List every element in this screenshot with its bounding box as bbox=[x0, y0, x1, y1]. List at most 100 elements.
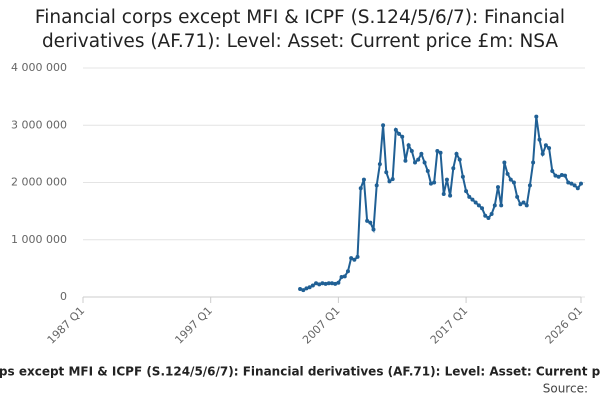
data-point bbox=[377, 162, 382, 167]
data-point bbox=[310, 283, 315, 288]
data-point bbox=[352, 257, 357, 262]
data-point bbox=[553, 173, 558, 178]
data-point bbox=[575, 186, 580, 191]
data-point bbox=[345, 269, 350, 274]
data-point bbox=[304, 286, 309, 291]
data-point bbox=[441, 191, 446, 196]
data-point bbox=[464, 189, 469, 194]
data-point bbox=[444, 177, 449, 182]
data-point bbox=[339, 274, 344, 279]
data-point bbox=[451, 166, 456, 171]
data-point bbox=[326, 281, 331, 286]
data-point bbox=[489, 211, 494, 216]
data-point bbox=[413, 160, 417, 165]
data-point bbox=[349, 256, 354, 261]
data-point bbox=[403, 158, 408, 163]
data-point bbox=[511, 180, 516, 185]
data-point bbox=[400, 134, 405, 139]
data-point bbox=[374, 183, 379, 188]
data-point bbox=[531, 160, 536, 165]
data-point bbox=[508, 177, 513, 182]
data-point bbox=[543, 143, 548, 148]
x-tick-label: 1987 Q1 bbox=[45, 304, 88, 347]
data-point bbox=[390, 177, 395, 182]
data-point bbox=[384, 170, 389, 175]
data-point bbox=[361, 177, 366, 182]
data-point bbox=[476, 203, 481, 208]
data-point bbox=[406, 143, 411, 148]
data-point bbox=[521, 200, 526, 205]
data-point bbox=[496, 185, 500, 190]
data-point bbox=[422, 160, 427, 165]
data-point bbox=[457, 157, 462, 162]
data-point bbox=[534, 114, 539, 119]
data-point bbox=[563, 173, 568, 178]
data-point bbox=[524, 203, 529, 208]
x-tick-label: 1997 Q1 bbox=[172, 304, 215, 347]
data-point bbox=[435, 149, 440, 154]
data-point bbox=[569, 181, 574, 186]
data-point bbox=[323, 281, 328, 286]
x-axis-label: Financial corps except MFI & ICPF (S.124… bbox=[0, 365, 600, 379]
data-point bbox=[518, 202, 523, 207]
data-point bbox=[387, 179, 392, 184]
data-point bbox=[579, 181, 583, 186]
data-point bbox=[470, 197, 475, 202]
data-point bbox=[317, 282, 322, 287]
data-point bbox=[409, 149, 414, 154]
data-point bbox=[298, 286, 303, 291]
data-point bbox=[540, 151, 545, 156]
data-point bbox=[547, 146, 552, 151]
data-point bbox=[550, 169, 555, 174]
data-point bbox=[393, 127, 398, 132]
data-point bbox=[556, 174, 561, 179]
data-point bbox=[314, 281, 319, 286]
y-tick-label: 1 000 000 bbox=[11, 233, 67, 246]
data-point bbox=[301, 288, 306, 293]
data-point bbox=[336, 280, 341, 285]
data-point bbox=[460, 174, 465, 179]
x-tick-label: 2007 Q1 bbox=[300, 304, 343, 347]
data-point bbox=[473, 200, 478, 205]
data-line bbox=[299, 116, 582, 292]
y-tick-label: 2 000 000 bbox=[11, 176, 67, 189]
y-tick-label: 4 000 000 bbox=[11, 61, 67, 74]
data-point bbox=[572, 183, 577, 188]
data-point bbox=[320, 281, 325, 286]
x-tick-label: 2017 Q1 bbox=[428, 304, 471, 347]
data-point bbox=[419, 151, 424, 156]
data-point bbox=[499, 203, 504, 208]
data-point bbox=[492, 203, 497, 208]
data-point bbox=[559, 173, 564, 178]
data-point bbox=[566, 180, 571, 185]
data-point bbox=[355, 254, 360, 259]
data-point bbox=[365, 218, 370, 223]
x-tick-label: 2026 Q1 bbox=[543, 304, 586, 347]
data-point bbox=[454, 151, 459, 156]
data-point bbox=[416, 157, 421, 162]
data-point bbox=[505, 171, 510, 176]
data-point bbox=[428, 181, 433, 186]
data-point bbox=[467, 194, 472, 199]
data-point bbox=[425, 169, 430, 174]
data-point bbox=[486, 215, 491, 220]
data-point bbox=[448, 193, 453, 198]
data-point bbox=[397, 131, 402, 136]
data-point bbox=[330, 281, 334, 286]
data-point bbox=[432, 180, 437, 185]
y-tick-label: 0 bbox=[60, 290, 67, 303]
data-point bbox=[515, 194, 520, 199]
data-point bbox=[381, 123, 386, 128]
data-point bbox=[502, 160, 507, 165]
data-point bbox=[342, 274, 347, 279]
data-point bbox=[537, 137, 542, 142]
data-point bbox=[483, 213, 488, 218]
y-tick-label: 3 000 000 bbox=[11, 118, 67, 131]
data-point bbox=[307, 285, 312, 290]
data-point bbox=[480, 206, 485, 211]
data-point bbox=[527, 183, 532, 188]
data-point bbox=[333, 281, 338, 286]
data-point bbox=[358, 186, 363, 191]
